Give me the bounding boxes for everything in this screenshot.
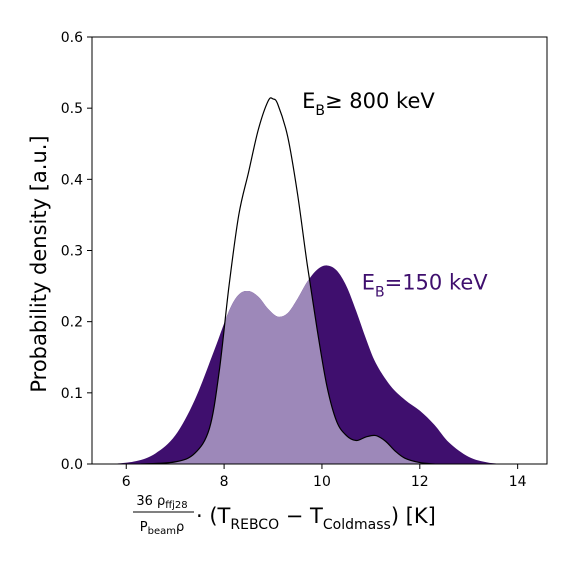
- x-label-sub-coldmass: Coldmass: [323, 517, 391, 533]
- annotation-eb-150-main: E: [362, 271, 375, 295]
- y-tick-label: 0.0: [61, 457, 83, 473]
- annotation-eb-800: EB≥ 800 keV: [302, 89, 435, 119]
- x-label-minus: − T: [279, 504, 323, 528]
- x-label-sub-rebco: REBCO: [230, 517, 279, 533]
- y-tick-label: 0.2: [61, 315, 83, 331]
- series-eb-800-line: [140, 97, 435, 464]
- series-overlap-area: [140, 265, 435, 464]
- y-tick-label: 0.6: [61, 30, 83, 46]
- x-label-expression: · (TREBCO − TColdmass) [K]: [196, 504, 436, 533]
- x-label-num-rho: ρ: [157, 494, 165, 509]
- x-tick-label: 8: [220, 474, 229, 490]
- y-tick-label: 0.1: [61, 386, 83, 402]
- annotation-eb-800-sub: B: [315, 103, 325, 119]
- x-label-den-sub: beam: [148, 526, 176, 537]
- y-tick-label: 0.5: [61, 101, 83, 117]
- x-label-den-p: P: [140, 520, 148, 535]
- x-label-numerator: 36 ρffj28: [136, 494, 187, 511]
- annotation-eb-150-sub: B: [375, 285, 385, 301]
- y-tick-label: 0.3: [61, 244, 83, 260]
- x-tick-label: 6: [122, 474, 131, 490]
- x-label-num-sub: ffj28: [165, 500, 187, 511]
- x-axis: 6 8 10 12 14: [122, 464, 527, 490]
- annotation-eb-150-rest: =150 keV: [385, 271, 489, 295]
- x-tick-label: 14: [509, 474, 527, 490]
- x-label-denominator: Pbeamρ: [140, 520, 184, 537]
- plot-area: [111, 97, 508, 464]
- x-label-num-coef: 36: [136, 494, 153, 509]
- annotation-eb-800-main: E: [302, 89, 315, 113]
- x-label-den-rho: ρ: [176, 520, 184, 535]
- annotation-eb-800-rest: ≥ 800 keV: [325, 89, 435, 113]
- x-label-middle: · (T: [196, 504, 231, 528]
- y-tick-label: 0.4: [61, 172, 83, 188]
- x-tick-label: 10: [313, 474, 331, 490]
- y-axis: 0.0 0.1 0.2 0.3 0.4 0.5 0.6: [61, 30, 92, 473]
- x-tick-label: 12: [411, 474, 429, 490]
- y-axis-label: Probability density [a.u.]: [27, 135, 51, 392]
- x-axis-label: 36 ρffj28 Pbeamρ · (TREBCO − TColdmass) …: [133, 494, 436, 537]
- annotation-eb-150: EB=150 keV: [362, 271, 489, 301]
- x-label-tail: ) [K]: [391, 504, 436, 528]
